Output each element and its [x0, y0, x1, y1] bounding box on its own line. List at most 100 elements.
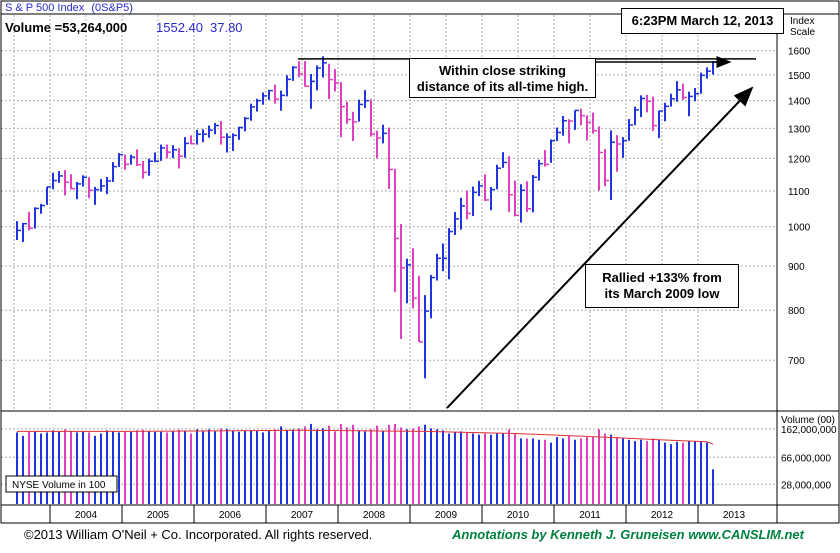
price-bar: [262, 92, 267, 105]
price-bar: [520, 184, 525, 223]
price-tick-label: 1200: [788, 154, 811, 165]
price-bar: [88, 177, 93, 199]
volume-bars: [16, 423, 714, 504]
price-bar: [640, 95, 645, 118]
price-bar: [148, 158, 153, 176]
price-tick-label: 700: [788, 356, 805, 367]
price-bar: [178, 148, 183, 169]
price-bar: [58, 171, 63, 183]
price-bar: [22, 222, 27, 242]
price-tick-label: 1300: [788, 124, 811, 135]
price-bar: [382, 124, 387, 144]
rally-note-line1: Rallied +133% from: [602, 270, 722, 285]
price-bar: [220, 120, 225, 145]
price-bar: [658, 110, 663, 139]
price-bar: [484, 174, 489, 201]
price-bar: [610, 130, 615, 200]
price-bar: [166, 144, 171, 159]
price-bar: [202, 129, 207, 143]
price-bar: [334, 69, 339, 92]
last-price: 1552.40: [156, 20, 203, 35]
price-bar: [28, 211, 33, 231]
volume-tick-label: 28,000,000: [781, 480, 831, 491]
price-bar: [430, 274, 435, 319]
timestamp-box: 6:23PM March 12, 2013: [621, 8, 784, 34]
year-label: 2009: [435, 510, 458, 521]
volume-legend-box: [5, 475, 118, 493]
price-bar: [514, 180, 519, 217]
chart-frame: [0, 0, 840, 524]
price-tick-label: 1400: [788, 97, 811, 108]
price-bar: [154, 152, 159, 163]
price-bar: [700, 72, 705, 94]
price-tick-label: 800: [788, 306, 805, 317]
price-bar: [46, 186, 51, 205]
price-axis-ticks: 1600 1500 1400 1300 1200 1100 1000 900 800 700: [788, 47, 811, 368]
price-tick-label: 900: [788, 262, 805, 273]
price-bar: [460, 197, 465, 230]
price-bar: [310, 74, 315, 109]
price-bar: [526, 181, 531, 212]
volume-axis-ticks: 162,000,000 66,000,000 28,000,000: [781, 425, 837, 491]
price-bar: [424, 295, 429, 379]
price-bar: [676, 81, 681, 102]
volume-moving-average: [17, 429, 714, 445]
price-bar: [418, 275, 423, 343]
price-bar: [556, 127, 561, 142]
price-bar: [142, 160, 147, 179]
price-bar: [274, 84, 279, 104]
year-label: 2012: [651, 510, 674, 521]
price-bar: [352, 111, 357, 142]
price-bar: [190, 135, 195, 145]
index-name: S & P 500 Index: [5, 2, 85, 14]
price-bar: [670, 93, 675, 107]
price-bar: [466, 190, 471, 220]
volume-axis-title: Volume (00): [781, 415, 835, 426]
price-bar: [112, 162, 117, 182]
price-bar: [292, 66, 297, 81]
price-bar: [358, 99, 363, 122]
price-bar: [70, 174, 75, 190]
price-bar: [406, 258, 411, 304]
price-bar: [232, 133, 237, 151]
volume-readout: Volume =53,264,000: [5, 20, 127, 35]
volume-tick-label: 66,000,000: [781, 453, 831, 464]
price-bar: [322, 56, 327, 78]
price-bar: [706, 67, 711, 79]
price-bar: [496, 164, 501, 190]
price-bar: [52, 172, 57, 190]
all-time-high-note-line1: Within close striking: [438, 63, 566, 78]
price-bar: [94, 186, 99, 205]
price-bar: [394, 168, 399, 292]
rally-arrow: [446, 86, 754, 409]
price-bar: [580, 108, 585, 126]
year-label: 2007: [291, 510, 314, 521]
price-bar: [196, 129, 201, 145]
price-bar: [244, 117, 249, 132]
price-bar: [400, 224, 405, 339]
price-bars: [16, 56, 717, 379]
price-tick-label: 1100: [788, 187, 810, 198]
index-symbol: (0S&P5): [91, 2, 133, 14]
price-axis-title-line2: Scale: [790, 27, 815, 38]
price-bar: [616, 135, 621, 172]
price-bar: [256, 98, 261, 112]
price-bar: [280, 90, 285, 111]
price-bar: [442, 243, 447, 272]
price-bar: [370, 99, 375, 137]
price-bar: [646, 94, 651, 113]
price-tick-label: 1500: [788, 71, 811, 82]
year-label: 2011: [579, 510, 601, 521]
price-bar: [316, 65, 321, 91]
price-bar: [184, 137, 189, 158]
price-bar: [136, 149, 141, 166]
annotation-arrows: [446, 56, 754, 409]
price-bar: [118, 153, 123, 167]
price-bar: [100, 178, 105, 192]
price-bar: [376, 130, 381, 159]
price-axis-title-line1: Index: [790, 16, 814, 27]
rally-note: Rallied +133% from its March 2009 low: [585, 264, 739, 308]
price-bar: [448, 228, 453, 280]
price-bar: [160, 144, 165, 161]
